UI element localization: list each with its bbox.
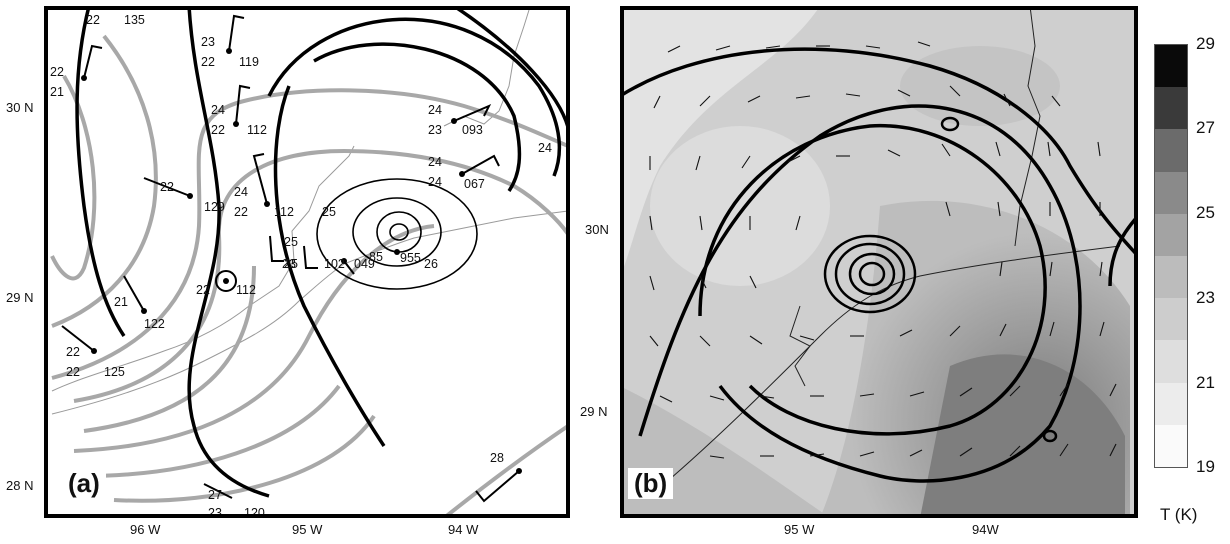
station-number: 24 (428, 155, 442, 169)
panel-b-map-canvas (620, 6, 1138, 518)
lon-label-96w: 96 W (130, 522, 161, 537)
lat-label-29n-b: 29 N (580, 404, 608, 419)
coastline (649, 6, 1121, 497)
vortex-contours (823, 116, 1058, 443)
station-number: 129 (204, 200, 225, 214)
station-number: 25 (284, 235, 298, 249)
lat-label-30n: 30 N (6, 100, 34, 115)
station-number: 27 (208, 488, 222, 502)
colorbar-tick: 19 (1196, 457, 1215, 476)
station-number: 85 (369, 250, 383, 264)
station-number: 25 (322, 205, 336, 219)
station-number: 22 (160, 180, 174, 194)
station-number: 112 (236, 283, 256, 297)
station-number: 119 (239, 55, 259, 69)
colorbar-tick: 27 (1196, 118, 1215, 137)
wind-barbs (61, 14, 520, 503)
colorbar-tick: 21 (1196, 373, 1215, 392)
station-number: 22 (196, 283, 210, 297)
colorbar-swatch (1155, 382, 1187, 425)
station-number: 955 (400, 251, 421, 265)
station-number: 120 (244, 506, 265, 518)
lat-label-30n-b: 30N (585, 222, 609, 237)
station-numbers-lower: 23 102 85 955 21 22 112 122 22 22 125 27… (66, 250, 504, 518)
colorbar-tick: 29 (1196, 34, 1215, 53)
colorbar-tick: 23 (1196, 288, 1215, 307)
station-number: 067 (464, 177, 485, 191)
lat-label-28n: 28 N (6, 478, 34, 493)
colorbar-swatch (1155, 340, 1187, 383)
pressure-contours (620, 47, 1138, 483)
colorbar-swatch (1155, 87, 1187, 130)
station-number: 22 (50, 65, 64, 79)
station-number: 21 (50, 85, 64, 99)
station-number: 112 (274, 205, 294, 219)
panel-a-label: (a) (62, 468, 106, 499)
panel-b-label: (b) (628, 468, 674, 499)
wind-vectors (649, 41, 1117, 459)
station-number: 125 (104, 365, 125, 379)
panel-a-map-canvas: 22 135 23 22 119 22 21 24 22 112 24 23 0… (50, 6, 570, 518)
station-number: 22 (86, 13, 100, 27)
station-number: 22 (66, 345, 80, 359)
colorbar-swatch (1155, 256, 1187, 299)
low-center-isobars (316, 178, 478, 290)
station-number: 24 (428, 175, 442, 189)
colorbar-swatch (1155, 129, 1187, 172)
station-number: 25 (284, 257, 298, 271)
lat-label-29n: 29 N (6, 290, 34, 305)
station-number: 28 (490, 451, 504, 465)
lon-label-94w: 94 W (448, 522, 479, 537)
station-dots (81, 48, 522, 474)
colorbar-swatch (1155, 424, 1187, 468)
lon-label-95w-b: 95 W (784, 522, 815, 537)
station-number: 23 (428, 123, 442, 137)
station-number: 22 (234, 205, 248, 219)
station-number: 23 (282, 257, 296, 271)
isotherms (50, 34, 570, 518)
station-number: 22 (66, 365, 80, 379)
station-number: 122 (144, 317, 165, 331)
colorbar-tick: 25 (1196, 203, 1215, 222)
colorbar-swatch (1155, 298, 1187, 341)
station-number: 24 (234, 185, 248, 199)
station-number: 24 (428, 103, 442, 117)
panel-a-surface-analysis-map: 22 135 23 22 119 22 21 24 22 112 24 23 0… (44, 6, 570, 518)
lon-label-94w-b: 94W (972, 522, 999, 537)
station-number: 24 (538, 141, 552, 155)
station-number: 23 (201, 35, 215, 49)
station-number: 23 (208, 506, 222, 518)
lon-label-95w: 95 W (292, 522, 323, 537)
station-number: 102 (324, 257, 345, 271)
station-number: 21 (114, 295, 128, 309)
colorbar-swatch (1155, 171, 1187, 214)
station-numbers: 22 135 23 22 119 22 21 24 22 112 24 23 0… (50, 13, 552, 271)
station-number: 135 (124, 13, 145, 27)
station-number: 112 (247, 123, 267, 137)
station-number: 093 (462, 123, 483, 137)
colorbar-unit-label: T (K) (1160, 505, 1198, 524)
station-number: 22 (201, 55, 215, 69)
station-number: 22 (211, 123, 225, 137)
colorbar-swatch (1155, 45, 1187, 88)
station-number: 24 (211, 103, 225, 117)
colorbar-swatch (1155, 213, 1187, 257)
station-number: 049 (354, 257, 375, 271)
panel-b-temperature-wind-map: (b) (620, 6, 1138, 518)
station-number: 26 (424, 257, 438, 271)
isobars (75, 6, 570, 498)
temperature-colorbar (1154, 44, 1188, 468)
